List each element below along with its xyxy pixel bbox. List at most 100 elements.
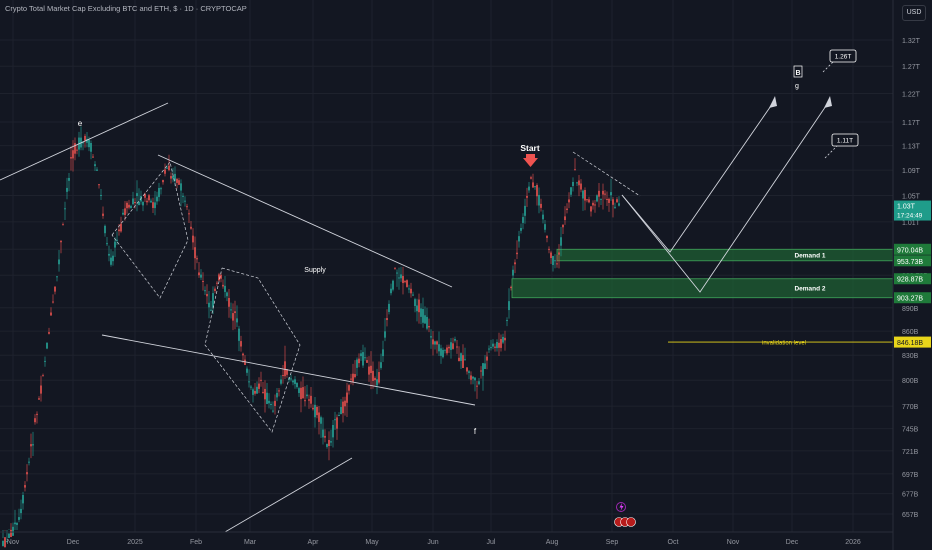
- current-price-countdown: 17:24:49: [897, 213, 923, 220]
- trend-line: [224, 457, 353, 533]
- candle-body: [168, 165, 170, 171]
- candle-body: [228, 297, 230, 307]
- x-tick-label: Nov: [727, 539, 740, 546]
- y-tick-label: 1.13T: [902, 144, 921, 151]
- demand-zone-label: Demand 2: [794, 286, 825, 293]
- candle-body: [504, 337, 506, 341]
- candle-body: [608, 198, 610, 203]
- candle-body: [544, 224, 546, 230]
- candle-body: [318, 412, 320, 422]
- candle-body: [40, 385, 42, 394]
- y-tick-label: 721B: [902, 449, 919, 456]
- time-axis[interactable]: Nov Dec 2025 Feb Mar Apr May Jun Jul Aug Sep Oct Nov…: [0, 531, 893, 546]
- candle-body: [498, 342, 500, 348]
- candle-body: [54, 286, 56, 292]
- candle-body: [154, 202, 156, 209]
- candle-body: [130, 205, 132, 209]
- candle-body: [208, 302, 210, 308]
- candle-body: [164, 169, 166, 174]
- price-axis[interactable]: 1.32T 1.27T 1.22T 1.17T 1.13T 1.09T 1.05T 1.01T…: [892, 0, 931, 550]
- candle-body: [6, 541, 8, 543]
- target-label-2-box: [831, 133, 859, 147]
- candle-body: [414, 299, 416, 307]
- candle-body: [112, 255, 114, 262]
- candle-body: [592, 202, 594, 206]
- candle-body: [86, 138, 88, 143]
- candle-body: [614, 206, 616, 208]
- y-tick-label: 800B: [902, 378, 919, 385]
- candle-body: [378, 372, 380, 383]
- candle-body: [384, 331, 386, 338]
- currency-button[interactable]: USD: [902, 5, 926, 21]
- candle-body: [536, 184, 538, 197]
- candle-body: [250, 386, 252, 388]
- candle-body: [588, 199, 590, 203]
- y-tick-label: 1.09T: [902, 168, 921, 175]
- callout-pointer: [822, 59, 836, 73]
- candle-body: [282, 375, 284, 377]
- candle-body: [70, 157, 72, 159]
- candle-body: [426, 316, 428, 329]
- x-tick-label: Oct: [668, 539, 679, 546]
- candle-body: [194, 247, 196, 259]
- candle-body: [462, 355, 464, 368]
- candle-series: [2, 126, 620, 548]
- candle-body: [596, 195, 598, 202]
- candle-body: [320, 417, 322, 424]
- candle-body: [302, 387, 304, 399]
- candle-body: [260, 379, 262, 381]
- candle-body: [366, 360, 368, 363]
- demand-zone-label: Demand 1: [794, 253, 825, 260]
- candle-body: [28, 461, 30, 463]
- y-tick-label: 890B: [902, 306, 919, 313]
- candle-body: [494, 346, 496, 348]
- candle-body: [404, 281, 406, 283]
- candle-body: [24, 485, 26, 488]
- y-tick-label: 1.32T: [902, 38, 921, 45]
- candle-body: [418, 299, 420, 313]
- candle-body: [410, 288, 412, 294]
- candle-body: [316, 406, 318, 416]
- candle-body: [396, 272, 398, 274]
- candle-body: [326, 443, 328, 447]
- candle-body: [604, 193, 606, 195]
- candle-body: [350, 378, 352, 380]
- callout-pointer: [824, 145, 838, 159]
- price-tag-demand: 903.27B: [897, 296, 923, 303]
- candle-body: [104, 225, 106, 234]
- candle-body: [370, 365, 372, 374]
- candle-body: [606, 198, 608, 200]
- candle-body: [200, 274, 202, 278]
- candle-body: [388, 303, 390, 312]
- candle-body: [394, 267, 396, 269]
- candle-body: [594, 204, 596, 206]
- candle-body: [298, 388, 300, 393]
- candle-body: [400, 274, 402, 279]
- candle-body: [548, 248, 550, 250]
- candle-body: [562, 224, 564, 228]
- candle-body: [156, 196, 158, 202]
- candle-body: [150, 200, 152, 203]
- candle-body: [270, 404, 272, 406]
- price-tag-demand-bg: [894, 273, 931, 285]
- projection-path: [621, 99, 831, 293]
- candle-body: [286, 369, 288, 375]
- candle-body: [516, 252, 518, 255]
- current-price-bg: [894, 200, 931, 221]
- candle-body: [50, 312, 52, 316]
- candle-body: [478, 381, 480, 385]
- candle-body: [36, 413, 38, 415]
- candle-body: [100, 194, 102, 197]
- invalidation-label: invalidation level: [762, 341, 806, 347]
- x-tick-label: Jul: [487, 539, 496, 546]
- candle-body: [558, 252, 560, 255]
- candle-body: [196, 258, 198, 260]
- candle-body: [330, 441, 332, 443]
- candle-body: [230, 309, 232, 311]
- x-tick-label: Sep: [606, 539, 619, 546]
- candle-body: [356, 359, 358, 368]
- candle-body: [26, 472, 28, 475]
- candle-body: [580, 183, 582, 190]
- candle-body: [576, 182, 578, 184]
